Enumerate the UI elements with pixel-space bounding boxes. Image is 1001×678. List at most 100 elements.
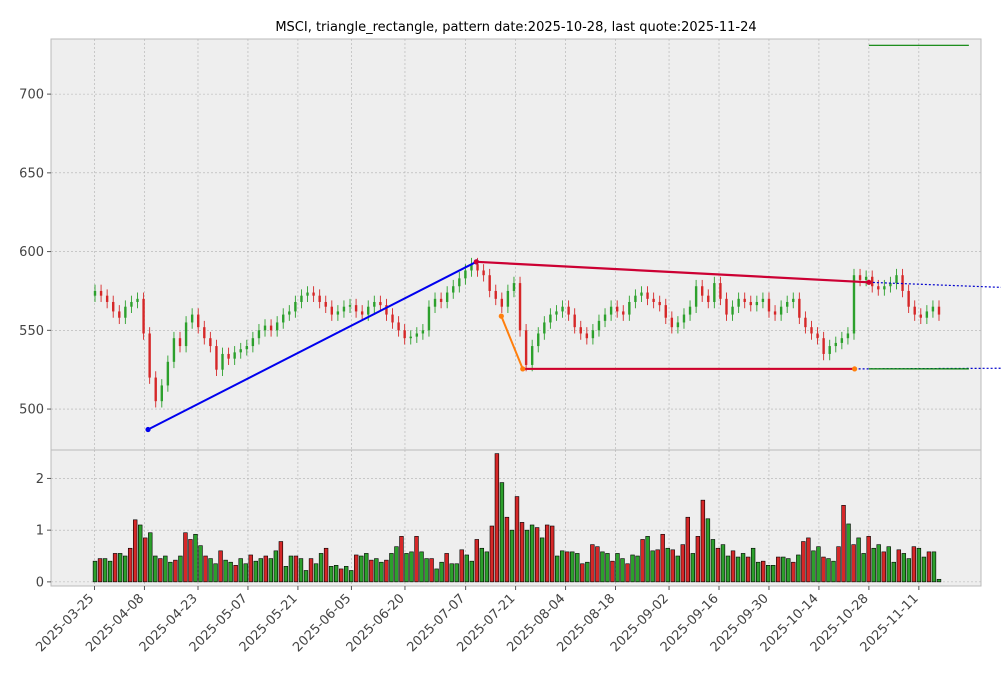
volume-bar xyxy=(158,558,163,583)
candle-body xyxy=(506,290,510,307)
volume-bar xyxy=(328,566,334,583)
volume-bar xyxy=(630,554,635,583)
candle-body xyxy=(263,325,267,331)
candle-body xyxy=(555,311,558,315)
candle-body xyxy=(579,327,582,334)
candle-body xyxy=(433,298,437,307)
volume-bar xyxy=(861,553,866,583)
volume-bar xyxy=(168,561,173,583)
volume-bar xyxy=(107,560,113,583)
candle-body xyxy=(640,292,643,296)
volume-bar xyxy=(755,561,761,583)
candle-body xyxy=(913,306,916,315)
volume-bar xyxy=(198,545,203,583)
volume-bar xyxy=(474,539,479,583)
candle-body xyxy=(688,306,692,315)
candle-body xyxy=(518,283,522,331)
volume-axis: 0 1 2 xyxy=(36,472,51,590)
candle-body xyxy=(470,264,473,271)
candle-body xyxy=(142,298,145,334)
volume-bar xyxy=(660,533,665,583)
candle-body xyxy=(348,305,352,307)
volume-bar xyxy=(469,560,474,583)
volume-bar xyxy=(464,554,469,583)
volume-bar xyxy=(278,541,284,583)
volume-bar xyxy=(112,553,118,583)
candle-body xyxy=(239,349,242,353)
volume-bar xyxy=(655,549,660,583)
volume-bar xyxy=(429,558,434,583)
candle-body xyxy=(215,346,218,370)
volume-bar xyxy=(333,565,339,583)
volume-bar xyxy=(439,561,444,583)
volume-bar xyxy=(690,553,696,583)
volume-bar xyxy=(504,516,510,583)
volume-bar xyxy=(434,568,439,583)
volume-bar xyxy=(138,524,143,583)
volume-bar xyxy=(514,496,520,583)
candle-body xyxy=(822,338,825,354)
candle-body xyxy=(549,314,552,323)
candle-body xyxy=(124,306,127,318)
upper-line-point xyxy=(866,279,872,285)
volume-bar xyxy=(881,551,886,583)
volume-bar xyxy=(354,554,359,583)
volume-bar xyxy=(896,549,901,583)
volume-bar xyxy=(253,560,258,583)
candle-body xyxy=(652,298,655,302)
candle-body xyxy=(664,305,667,318)
volume-bar xyxy=(906,558,912,583)
volume-bar xyxy=(449,563,454,583)
volume-bar xyxy=(856,537,861,583)
candle-body xyxy=(883,286,886,290)
candle-body xyxy=(543,322,546,334)
volume-bar xyxy=(529,524,535,583)
candle-body xyxy=(737,298,740,307)
candle-body xyxy=(676,322,680,328)
candle-body xyxy=(530,346,534,365)
volume-bar xyxy=(148,532,153,583)
candle-body xyxy=(288,311,291,315)
candle-body xyxy=(743,298,746,302)
volume-bar xyxy=(544,524,550,583)
volume-bar xyxy=(534,527,540,583)
volume-bar xyxy=(288,555,294,583)
volume-bar xyxy=(730,550,736,583)
volume-bar xyxy=(303,570,309,583)
candle-body xyxy=(251,338,255,347)
volume-bar xyxy=(369,559,374,583)
volume-bar xyxy=(570,551,575,583)
volume-bar xyxy=(590,544,595,583)
volume-bar xyxy=(97,558,103,583)
volume-tick-label: 1 xyxy=(36,524,44,539)
volume-bar xyxy=(640,539,645,583)
volume-bar xyxy=(509,529,515,583)
volume-bar xyxy=(901,553,907,583)
volume-bar xyxy=(816,546,821,583)
volume-bar xyxy=(615,553,620,583)
volume-bar xyxy=(374,558,379,583)
volume-bar xyxy=(133,519,138,583)
volume-bar xyxy=(836,546,841,583)
volume-bar xyxy=(866,536,871,583)
price-panel xyxy=(50,38,982,451)
volume-bar xyxy=(298,558,304,583)
date-axis: 2025-03-252025-04-082025-04-232025-05-07… xyxy=(33,586,922,655)
volume-bar xyxy=(173,559,178,583)
volume-bar xyxy=(268,558,274,583)
candle-body xyxy=(300,295,303,302)
candle-body xyxy=(330,306,334,315)
candle-body xyxy=(488,275,491,291)
volume-bar xyxy=(841,505,846,583)
volume-bar xyxy=(555,555,560,583)
candle-body xyxy=(275,322,279,331)
candle-body xyxy=(597,320,601,331)
candle-body xyxy=(336,311,340,315)
candle-body xyxy=(585,333,589,339)
volume-bar xyxy=(283,566,289,583)
volume-bar xyxy=(801,541,806,583)
volume-bar xyxy=(670,549,675,583)
candle-body xyxy=(779,306,783,315)
volume-bar xyxy=(293,555,299,583)
candle-body xyxy=(512,283,516,291)
